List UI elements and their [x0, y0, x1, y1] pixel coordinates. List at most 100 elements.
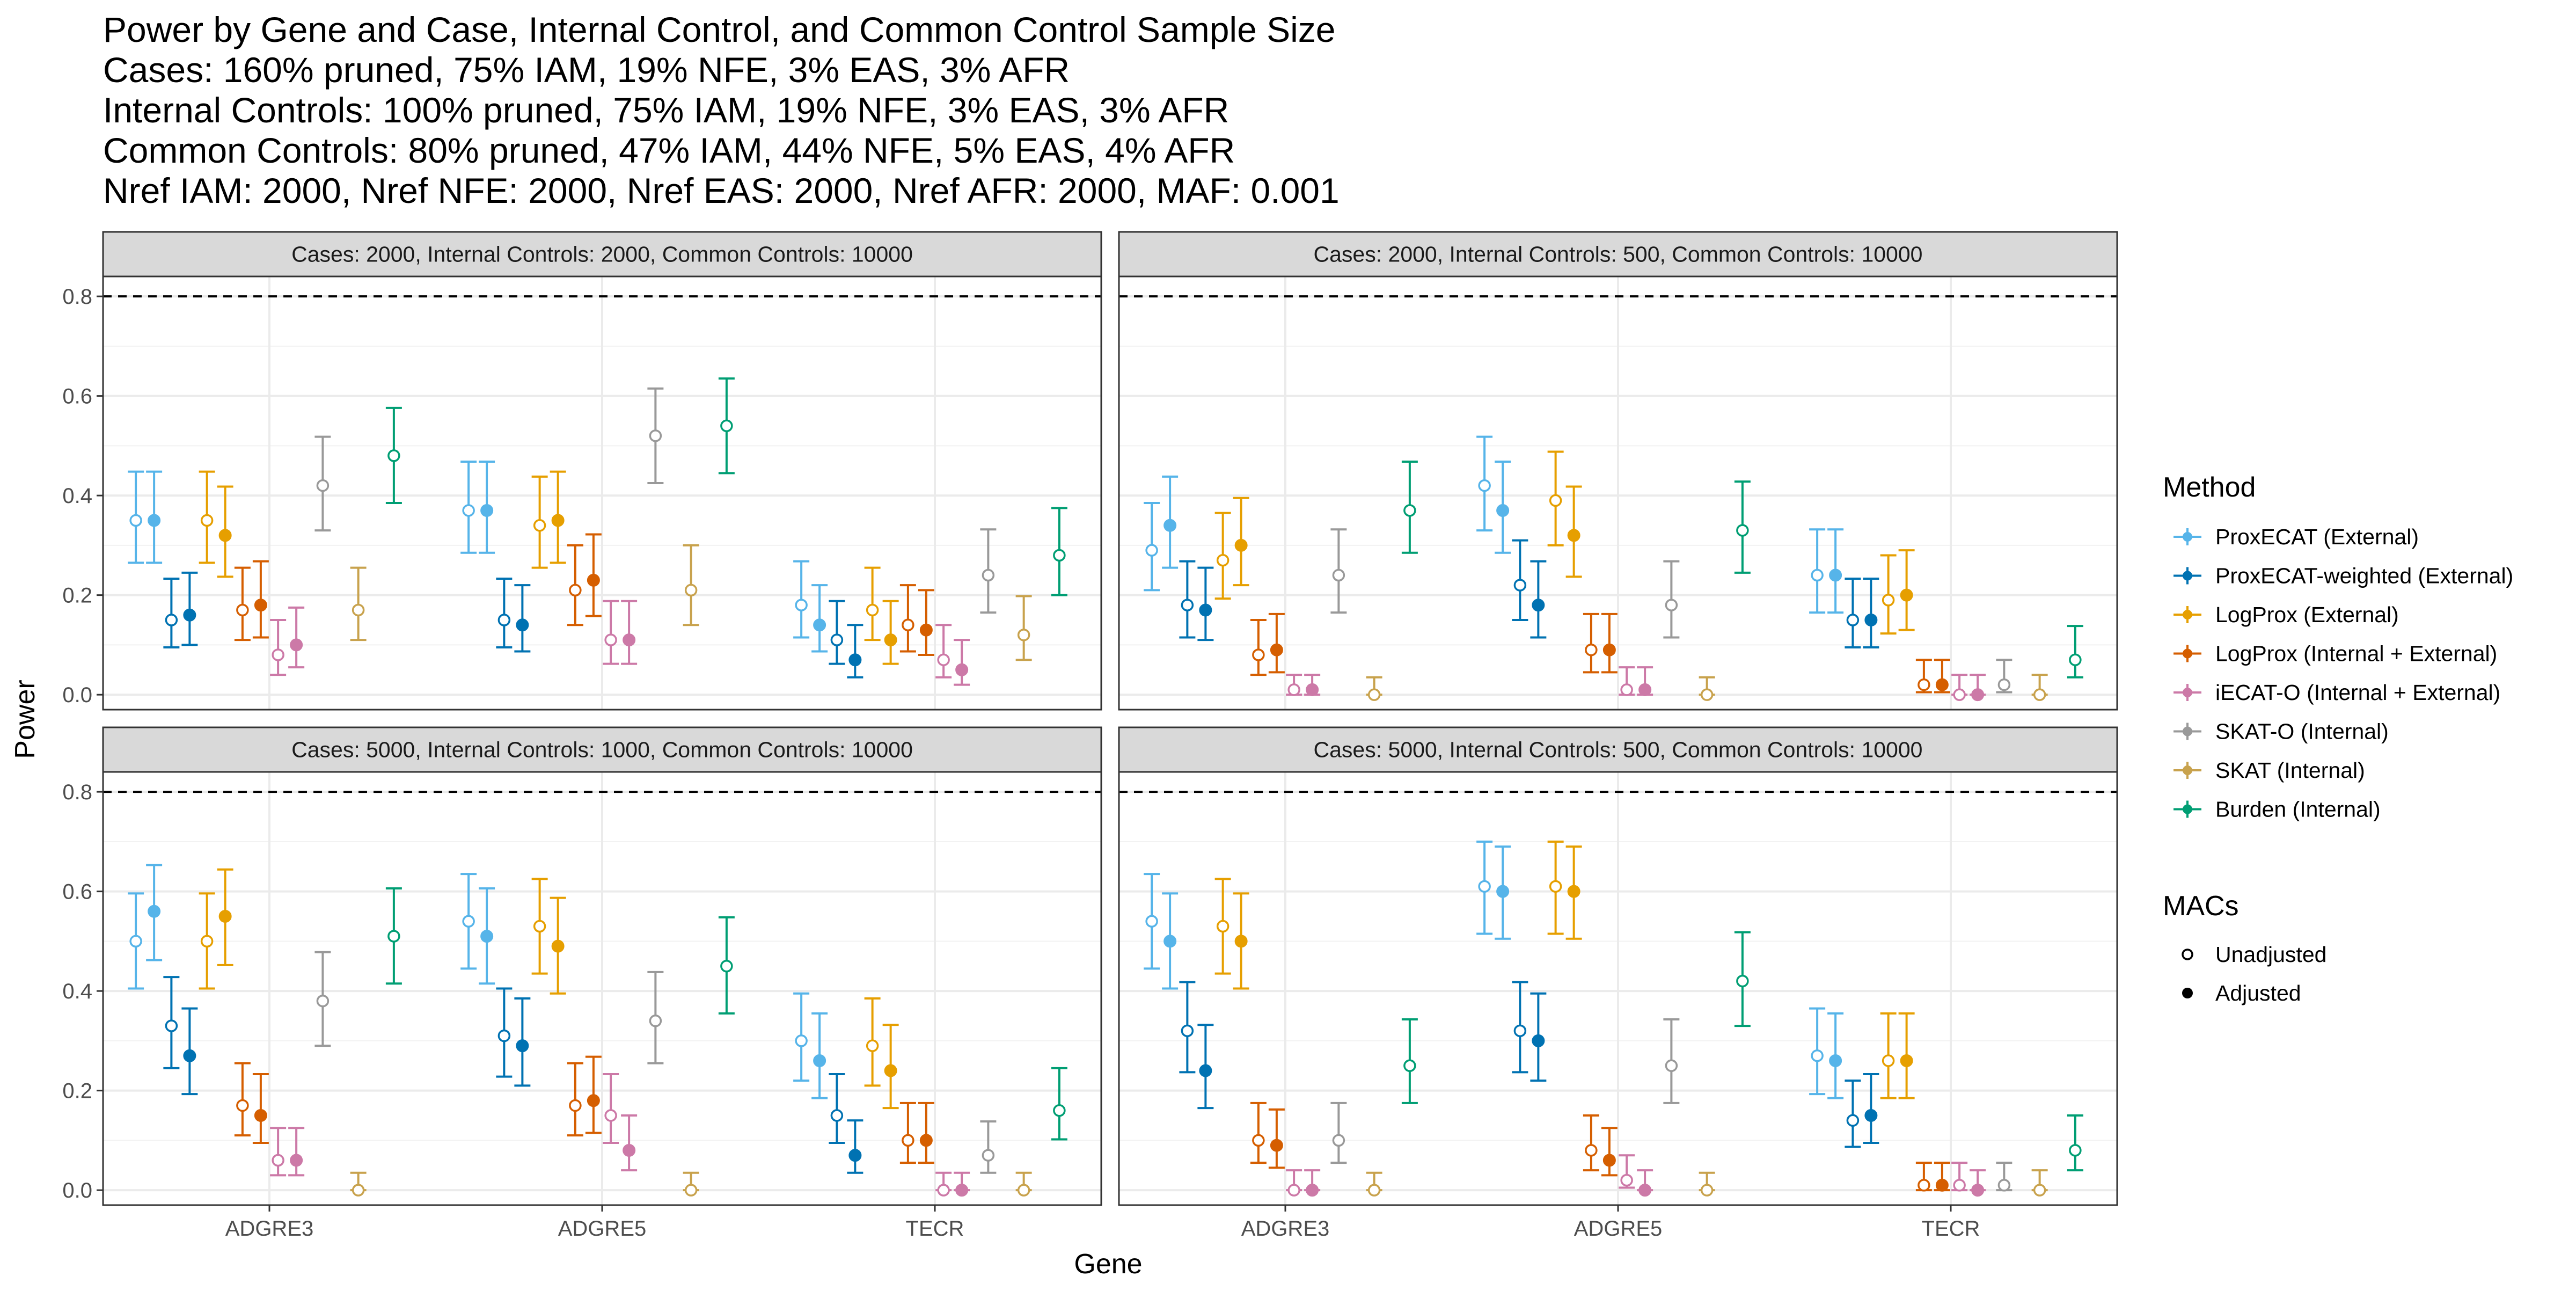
legend-item: iECAT-O (Internal + External)	[2174, 680, 2500, 705]
point-unadjusted	[165, 1019, 178, 1032]
point-adjusted	[884, 1064, 897, 1077]
point-adjusted	[183, 608, 196, 622]
point-unadjusted	[1811, 1049, 1824, 1062]
legend-item: Unadjusted	[2182, 942, 2326, 967]
legend-title-method: Method	[2163, 472, 2256, 503]
point-unadjusted	[352, 603, 365, 617]
point-adjusted	[1199, 603, 1212, 617]
legend-key-point	[2183, 610, 2192, 619]
panel-label: Cases: 5000, Internal Controls: 500, Com…	[1314, 738, 1923, 762]
point-unadjusted	[316, 479, 330, 492]
point-unadjusted	[316, 994, 330, 1008]
point-unadjusted	[2069, 653, 2082, 666]
point-adjusted	[516, 1039, 529, 1053]
legend-item: LogProx (Internal + External)	[2174, 641, 2497, 666]
point-unadjusted	[387, 449, 400, 462]
title-line-2: Cases: 160% pruned, 75% IAM, 19% NFE, 3%…	[103, 50, 1070, 90]
point-adjusted	[1234, 935, 1248, 948]
point-unadjusted	[1403, 504, 1416, 517]
point-adjusted	[1234, 538, 1248, 552]
legend-key-point	[2183, 804, 2192, 814]
point-unadjusted	[1700, 1184, 1714, 1197]
point-adjusted	[1971, 688, 1985, 702]
point-unadjusted	[387, 930, 400, 943]
point-unadjusted	[902, 618, 914, 632]
point-adjusted	[218, 910, 232, 923]
point-unadjusted	[1017, 629, 1030, 641]
point-adjusted	[290, 1154, 303, 1167]
point-unadjusted	[236, 1099, 249, 1112]
point-adjusted	[623, 633, 636, 647]
point-unadjusted	[272, 1154, 284, 1167]
legend-key-point	[2183, 571, 2192, 581]
point-adjusted	[1900, 1054, 1913, 1067]
point-adjusted	[1602, 1154, 1616, 1167]
point-unadjusted	[1053, 1104, 1066, 1117]
point-adjusted	[1864, 614, 1878, 627]
point-unadjusted	[866, 603, 879, 617]
title-line-4: Common Controls: 80% pruned, 47% IAM, 44…	[103, 130, 1235, 170]
point-unadjusted	[1332, 568, 1345, 582]
point-unadjusted	[1549, 880, 1562, 893]
point-unadjusted	[902, 1134, 914, 1147]
point-unadjusted	[1846, 1114, 1860, 1127]
point-unadjusted	[1332, 1134, 1345, 1147]
point-adjusted	[1638, 683, 1652, 696]
legend-key-point	[2183, 648, 2192, 659]
legend-key-unadjusted	[2182, 949, 2193, 960]
point-adjusted	[813, 1054, 826, 1067]
point-unadjusted	[649, 429, 662, 442]
panel-border	[1118, 275, 2118, 711]
title-line-5: Nref IAM: 2000, Nref NFE: 2000, Nref EAS…	[103, 171, 1340, 210]
point-adjusted	[884, 633, 897, 647]
legend-key-point	[2183, 532, 2192, 542]
point-unadjusted	[604, 1109, 617, 1122]
point-adjusted	[148, 514, 161, 527]
point-unadjusted	[866, 1039, 879, 1052]
point-adjusted	[587, 1094, 600, 1107]
y-tick-label: 0.6	[62, 880, 92, 904]
point-unadjusted	[497, 1029, 511, 1042]
point-adjusted	[1532, 599, 1545, 612]
legend-label: Unadjusted	[2215, 942, 2326, 967]
point-adjusted	[1829, 1054, 1842, 1067]
point-adjusted	[1306, 1184, 1319, 1197]
legend-item: LogProx (External)	[2174, 602, 2399, 627]
legend-item: SKAT (Internal)	[2174, 758, 2365, 783]
point-adjusted	[1829, 568, 1842, 582]
legend-item: SKAT-O (Internal)	[2174, 719, 2389, 744]
facet-panel: Cases: 5000, Internal Controls: 1000, Co…	[62, 726, 1102, 1241]
legend-label: iECAT-O (Internal + External)	[2215, 680, 2500, 705]
strip-header	[1118, 726, 2118, 773]
point-unadjusted	[1287, 683, 1300, 696]
legend-label: ProxECAT-weighted (External)	[2215, 564, 2513, 588]
point-adjusted	[623, 1143, 636, 1157]
point-adjusted	[480, 504, 494, 517]
point-unadjusted	[569, 1099, 582, 1112]
legend-item: ProxECAT (External)	[2174, 524, 2419, 549]
legend-title-macs: MACs	[2163, 891, 2239, 922]
point-unadjusted	[1882, 1054, 1895, 1067]
y-tick-label: 0.2	[62, 1080, 92, 1103]
point-adjusted	[1567, 885, 1580, 898]
point-unadjusted	[165, 614, 178, 626]
point-unadjusted	[649, 1015, 662, 1027]
point-unadjusted	[200, 935, 214, 948]
point-adjusted	[1163, 519, 1177, 532]
point-adjusted	[1900, 588, 1913, 602]
legend: Method MACs ProxECAT (External) ProxECAT-…	[2163, 472, 2513, 1005]
panel-label: Cases: 2000, Internal Controls: 2000, Co…	[291, 242, 913, 267]
point-unadjusted	[1478, 479, 1491, 492]
point-adjusted	[551, 939, 565, 953]
point-adjusted	[480, 930, 494, 943]
point-unadjusted	[1017, 1184, 1030, 1197]
point-unadjusted	[1953, 1179, 1966, 1192]
point-unadjusted	[982, 568, 995, 582]
point-unadjusted	[569, 583, 582, 597]
point-unadjusted	[1736, 974, 1749, 988]
legend-label: LogProx (External)	[2215, 602, 2399, 627]
point-unadjusted	[604, 633, 617, 646]
title-line-3: Internal Controls: 100% pruned, 75% IAM,…	[103, 90, 1229, 130]
facet-panel: Cases: 2000, Internal Controls: 500, Com…	[1118, 231, 2118, 711]
